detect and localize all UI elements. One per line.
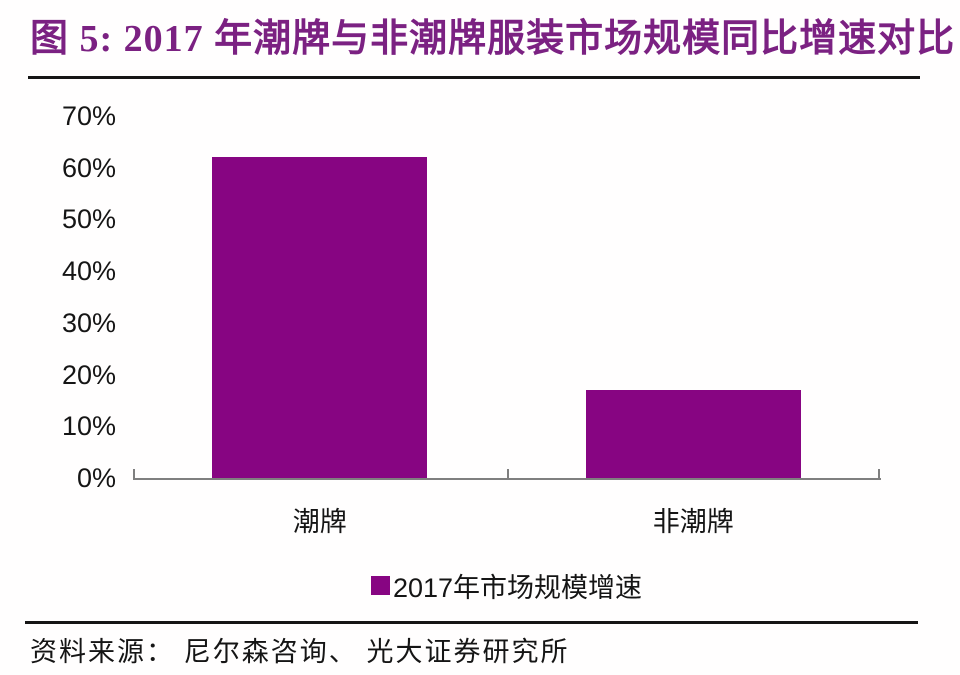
figure-title: 图 5: 2017 年潮牌与非潮牌服装市场规模同比增速对比 bbox=[30, 18, 956, 60]
y-axis-tick-label: 70% bbox=[61, 101, 116, 131]
bar-潮牌 bbox=[212, 157, 428, 478]
y-axis-tick-label: 60% bbox=[61, 152, 116, 183]
y-axis-tick-label: 30% bbox=[61, 307, 116, 338]
source-divider bbox=[25, 621, 918, 624]
source-note: 资料来源： 尼尔森咨询、 光大证券研究所 bbox=[30, 637, 570, 667]
title-underline bbox=[28, 76, 920, 79]
bar-非潮牌 bbox=[585, 390, 801, 478]
x-axis-category-label: 非潮牌 bbox=[652, 507, 734, 537]
legend-swatch bbox=[370, 576, 390, 595]
legend: 2017年市场规模增速 bbox=[133, 566, 880, 605]
y-axis-tick-label: 40% bbox=[61, 256, 116, 287]
x-axis-category-label: 潮牌 bbox=[292, 507, 347, 537]
y-axis-tick-label: 50% bbox=[61, 204, 116, 235]
y-axis-tick-label: 10% bbox=[61, 411, 116, 442]
bar-chart: 0% 10% 20% 30% 40% 50% 60% 70% 潮牌 非潮牌 2017年市场规模增… bbox=[0, 90, 960, 610]
y-axis-tick-label: 0% bbox=[76, 463, 116, 493]
y-axis-tick-label: 20% bbox=[61, 359, 116, 390]
axis-tick-mark bbox=[506, 469, 509, 478]
legend-label: 2017年市场规模增速 bbox=[392, 573, 643, 603]
x-axis-line bbox=[133, 478, 881, 480]
axis-tick-mark bbox=[878, 469, 880, 478]
axis-tick-mark bbox=[133, 469, 135, 478]
